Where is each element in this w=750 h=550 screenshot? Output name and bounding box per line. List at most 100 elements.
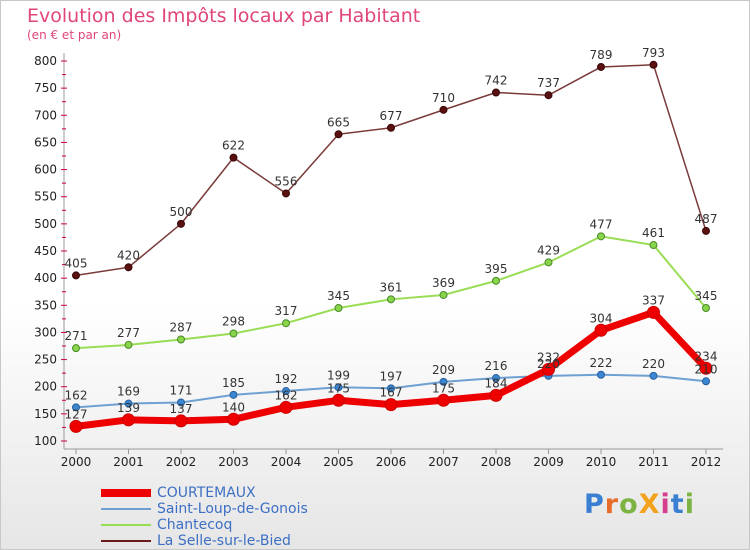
legend-item: COURTEMAUX — [101, 485, 361, 501]
data-label-1: 162 — [65, 388, 88, 402]
legend-swatch — [101, 540, 151, 542]
logo-letter: i — [684, 489, 695, 520]
data-label-3: 487 — [695, 212, 718, 226]
data-label-2: 369 — [432, 276, 455, 290]
legend-swatch — [101, 489, 151, 497]
x-tick-label: 2006 — [376, 455, 407, 469]
data-label-1: 216 — [485, 359, 508, 373]
data-point-3 — [177, 219, 185, 228]
data-label-2: 287 — [170, 320, 193, 334]
data-label-3: 737 — [537, 76, 560, 90]
logo-letter: X — [638, 489, 661, 520]
data-label-2: 317 — [275, 304, 298, 318]
chart-subtitle: (en € et par an) — [27, 28, 122, 42]
data-point-1 — [439, 377, 448, 386]
y-tick-label: 550 — [34, 190, 57, 204]
y-tick-label: 150 — [34, 407, 57, 421]
data-point-3 — [124, 263, 133, 272]
data-point-2 — [597, 232, 605, 241]
data-point-1 — [387, 384, 395, 393]
data-label-3: 742 — [485, 73, 508, 87]
legend-swatch — [101, 524, 151, 526]
data-point-2 — [124, 340, 133, 349]
y-tick-label: 800 — [34, 54, 57, 68]
data-label-1: 197 — [380, 369, 403, 383]
data-label-0: 175 — [432, 381, 455, 395]
legend-item: Chantecoq — [101, 517, 361, 533]
data-point-3 — [229, 153, 238, 162]
data-point-2 — [649, 241, 658, 250]
legend-item: Saint-Loup-de-Gonois — [101, 501, 361, 517]
data-point-0 — [384, 398, 398, 412]
data-label-0: 232 — [537, 350, 560, 364]
data-point-1 — [334, 383, 343, 392]
x-tick-label: 2009 — [533, 455, 564, 469]
logo-letter: o — [619, 489, 639, 520]
data-label-1: 220 — [642, 357, 665, 371]
data-label-0: 184 — [485, 376, 508, 390]
data-point-0 — [489, 388, 503, 402]
legend-item: La Selle-sur-le-Bied — [101, 533, 361, 549]
data-label-1: 169 — [117, 385, 140, 399]
logo-letter: P — [584, 489, 605, 520]
y-tick-label: 750 — [34, 81, 57, 95]
proxiti-logo: ProXiti — [584, 489, 695, 520]
y-tick-label: 350 — [34, 298, 57, 312]
x-tick-label: 2010 — [586, 455, 617, 469]
data-point-2 — [229, 329, 238, 338]
data-label-1: 209 — [432, 363, 455, 377]
x-tick-label: 2001 — [113, 455, 144, 469]
x-tick-label: 2002 — [166, 455, 197, 469]
legend-label: COURTEMAUX — [157, 485, 256, 501]
data-point-1 — [597, 370, 605, 379]
data-label-1: 192 — [275, 372, 298, 386]
data-point-0 — [227, 412, 240, 426]
x-tick-label: 2004 — [271, 455, 302, 469]
x-tick-label: 2003 — [218, 455, 249, 469]
data-point-0 — [594, 323, 608, 337]
data-label-3: 556 — [275, 174, 298, 188]
data-point-3 — [439, 105, 448, 114]
data-point-0 — [174, 414, 188, 428]
data-label-3: 500 — [170, 205, 193, 219]
data-point-1 — [649, 371, 658, 380]
y-tick-label: 300 — [34, 325, 57, 339]
data-point-1 — [72, 403, 80, 412]
data-point-3 — [282, 189, 290, 198]
data-label-1: 185 — [222, 376, 245, 390]
data-point-1 — [229, 390, 238, 399]
data-point-0 — [122, 413, 135, 427]
data-label-3: 793 — [642, 46, 665, 60]
data-point-2 — [334, 304, 343, 312]
data-label-0: 162 — [275, 388, 298, 402]
data-label-1: 171 — [170, 383, 193, 397]
data-label-0: 337 — [642, 293, 665, 307]
data-label-2: 277 — [117, 326, 140, 340]
logo-letter: t — [670, 489, 685, 520]
x-tick-label: 2011 — [638, 455, 669, 469]
data-point-2 — [702, 304, 710, 312]
data-label-3: 677 — [380, 109, 403, 123]
data-point-2 — [177, 335, 185, 344]
data-label-2: 271 — [65, 329, 88, 343]
logo-letter: r — [604, 489, 620, 520]
data-label-0: 234 — [695, 349, 718, 363]
data-label-2: 429 — [537, 243, 560, 257]
y-tick-label: 650 — [34, 135, 57, 149]
data-point-3 — [387, 123, 395, 132]
x-tick-label: 2012 — [691, 455, 722, 469]
data-label-0: 304 — [590, 311, 613, 325]
x-tick-label: 2007 — [428, 455, 459, 469]
data-point-3 — [702, 226, 710, 235]
legend-label: Saint-Loup-de-Gonois — [157, 501, 308, 517]
data-point-1 — [702, 377, 710, 386]
data-point-0 — [332, 393, 345, 407]
data-point-1 — [124, 399, 133, 408]
data-point-3 — [334, 130, 343, 139]
data-label-2: 345 — [695, 289, 718, 303]
data-label-0: 175 — [327, 381, 350, 395]
data-label-2: 345 — [327, 289, 350, 303]
data-label-3: 710 — [432, 91, 455, 105]
data-point-3 — [72, 271, 80, 280]
data-label-3: 420 — [117, 248, 140, 262]
